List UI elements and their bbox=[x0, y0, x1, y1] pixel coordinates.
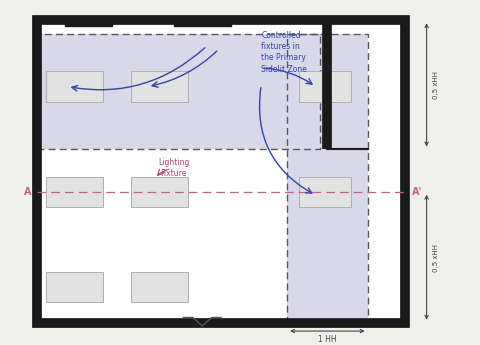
Bar bbox=[46, 272, 103, 302]
Text: 0.5 xHH: 0.5 xHH bbox=[432, 244, 439, 272]
Bar bbox=[174, 20, 230, 26]
Text: A': A' bbox=[412, 187, 422, 197]
Bar bbox=[37, 34, 320, 149]
Bar bbox=[287, 34, 368, 323]
Bar bbox=[65, 20, 112, 26]
Bar bbox=[46, 177, 103, 207]
Bar bbox=[132, 71, 188, 102]
Bar bbox=[299, 71, 351, 102]
Bar bbox=[132, 177, 188, 207]
Bar bbox=[37, 20, 405, 323]
Text: 1 HH: 1 HH bbox=[318, 335, 336, 344]
Bar bbox=[37, 34, 320, 149]
Text: Lighting
Fixture: Lighting Fixture bbox=[158, 158, 190, 178]
Bar bbox=[37, 20, 405, 323]
Bar bbox=[287, 34, 368, 323]
Text: 0.5 xHH: 0.5 xHH bbox=[432, 71, 439, 99]
Bar bbox=[132, 272, 188, 302]
Text: Controlled
fixtures in
the Primary
Sidelit Zone: Controlled fixtures in the Primary Sidel… bbox=[261, 31, 307, 74]
Bar bbox=[46, 71, 103, 102]
Bar bbox=[299, 177, 351, 207]
Text: A: A bbox=[24, 187, 31, 197]
